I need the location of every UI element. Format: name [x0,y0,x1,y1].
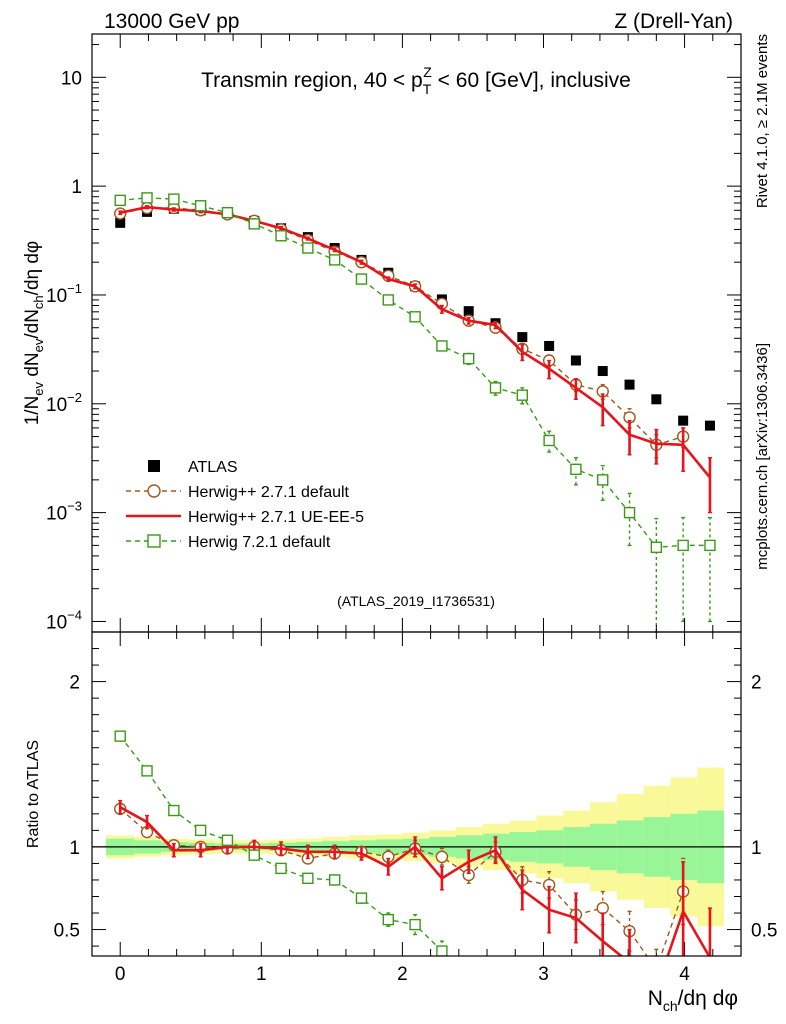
x-tick-label: 0 [115,964,126,985]
herwig-721-point [489,382,502,394]
atlas-point [704,420,715,431]
herwig-721-point [221,207,234,219]
ratio-point [651,964,662,975]
ratio-point [248,849,260,861]
herwig-721-point [677,539,689,552]
ratio-series-group [114,730,712,984]
ratio-y-tick-label: 0.5 [54,921,80,942]
ratio-point [194,824,207,837]
legend-label: Herwig++ 2.7.1 UE-EE-5 [188,509,364,526]
atlas-point [463,306,474,317]
y-tick-label: 10 [61,68,82,89]
legend-marker [147,484,161,498]
herwig-721-point [409,311,421,323]
ratio-y-tick-label-right: 0.5 [751,921,777,942]
x-tick-label: 1 [256,964,267,985]
herwig-721-point [436,340,448,352]
main-y-axis-label: 1/Nev dNev/dNch/dη dφ [22,241,46,426]
atlas-point [544,340,555,351]
herwig-721-point [355,273,368,285]
herwig-721-point [141,192,153,204]
herwig-721-point [302,242,314,254]
herwig-721-point [328,254,341,266]
legend-label: Herwig 7.2.1 default [188,534,331,551]
legend-label: Herwig++ 2.7.1 default [188,484,350,501]
legend-label: ATLAS [188,459,238,476]
ratio-point [355,892,368,904]
atlas-point [115,217,126,228]
ratio-point [436,945,448,956]
y-tick-label: 10−4 [46,607,82,633]
legend-marker [147,534,161,548]
ratio-point [464,974,474,984]
ratio-y-tick-label: 1 [69,838,80,859]
herwig-721-point [516,389,529,401]
herwig-721-point [248,218,260,230]
herwig-721-point [570,463,582,476]
legend-marker [148,460,160,472]
legend: ATLAS Herwig++ 2.7.1 default Herwig++ 2.7.… [126,459,364,551]
series-3 [114,192,716,633]
atlas-point [570,355,581,366]
herwig-721-point [623,506,636,519]
y-tick-label: 10−2 [46,390,82,416]
watermark: (ATLAS_2019_I1736531) [337,593,495,609]
ratio-point [275,862,287,875]
ratio-line [119,808,684,956]
y-tick-label: 10−1 [46,281,82,307]
ratio-line [119,735,448,956]
ratio-point [302,872,314,885]
herwig-721-point [597,474,609,486]
y-tick-label: 1 [71,177,82,198]
ratio-point [409,918,421,931]
atlas-point [678,415,689,426]
ratio-y-tick-label-right: 1 [751,838,762,859]
series-line [120,207,684,446]
series-line [119,205,711,479]
ratio-y-axis-label: Ratio to ATLAS [25,740,42,848]
ratio-point [114,730,126,742]
herwig-721-point [114,194,126,207]
ratio-point [221,834,234,846]
ratio-point [168,804,180,817]
x-tick-label: 3 [538,964,549,985]
herwig-721-point [463,352,475,365]
atlas-point [624,379,635,390]
mcplots-label: mcplots.cern.ch [arXiv:1306.3436] [754,343,771,570]
ratio-series-2 [114,730,474,984]
header-right: Z (Drell-Yan) [614,10,733,33]
x-tick-label: 4 [679,964,690,985]
ratio-point [141,765,153,777]
y-tick-label: 10−3 [46,499,82,525]
ratio-y-tick-label-right: 2 [751,673,762,694]
herwig-721-point [543,434,555,447]
atlas-point [651,394,662,405]
header-left: 13000 GeV pp [104,10,239,33]
herwig-721-point [194,200,207,212]
rivet-label: Rivet 4.1.0, ≥ 2.1M events [754,34,771,208]
ratio-y-tick-label: 2 [69,673,80,694]
x-tick-label: 2 [397,964,408,985]
ratio-point [382,913,394,926]
ratio-frame [91,631,742,957]
herwig-721-point [275,230,287,242]
ratio-point [435,850,449,864]
herwig-721-point [704,539,716,552]
main-title: Transmin region, 40 < pTZ < 60 [GeV], in… [201,64,631,97]
herwig-721-point [650,541,663,554]
herwig-721-point [168,193,180,205]
atlas-point [597,366,608,377]
herwig-721-point [382,294,394,306]
x-axis-label: Nch/dη dφ [648,987,738,1014]
ratio-series-1 [118,799,712,956]
ratio-point [328,874,341,886]
ratio-panel: 0.5 0.5 1 1 2 2 0 1 2 3 4 Ratio to ATLAS Nch/dη dφ [25,631,777,1014]
atlas-point [517,332,528,343]
ratio-point [596,901,609,915]
